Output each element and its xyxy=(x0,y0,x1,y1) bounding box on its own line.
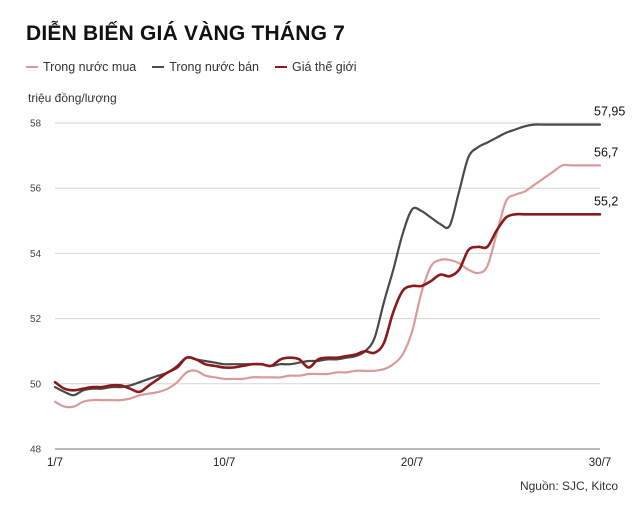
x-tick-label: 30/7 xyxy=(589,457,611,469)
series-line-domestic-buy xyxy=(53,163,602,409)
legend-item-domestic-sell: Trong nước bán xyxy=(152,60,259,74)
end-value-label-domestic-buy: 56,7 xyxy=(594,145,618,159)
series-line-world-price xyxy=(53,212,602,394)
legend-swatch-domestic-sell xyxy=(152,66,165,68)
legend-label-domestic-sell: Trong nước bán xyxy=(169,60,259,74)
legend-label-domestic-buy: Trong nước mua xyxy=(43,60,137,74)
y-axis-label: triệu đồng/lượng xyxy=(28,91,117,105)
y-tick-label: 58 xyxy=(30,119,42,130)
end-value-label-domestic-sell: 57,95 xyxy=(594,105,625,119)
y-tick-label: 54 xyxy=(30,249,42,260)
legend-swatch-world-price xyxy=(275,66,287,68)
legend: Trong nước mua Trong nước bán Giá thế gi… xyxy=(26,60,372,74)
x-tick-label: 20/7 xyxy=(401,457,423,469)
y-tick-label: 52 xyxy=(30,314,42,325)
y-tick-label: 48 xyxy=(30,445,42,456)
series-line-domestic-sell xyxy=(53,123,602,397)
y-tick-label: 50 xyxy=(30,379,42,390)
x-tick-label: 10/7 xyxy=(213,457,235,469)
legend-item-domestic-buy: Trong nước mua xyxy=(26,60,136,74)
legend-item-world-price: Giá thế giới xyxy=(275,60,356,74)
end-value-label-world-price: 55,2 xyxy=(594,194,618,208)
x-tick-label: 1/7 xyxy=(47,457,63,469)
legend-label-world-price: Giá thế giới xyxy=(292,60,357,74)
source-note: Nguồn: SJC, Kitco xyxy=(519,479,618,493)
chart-title: DIỄN BIẾN GIÁ VÀNG THÁNG 7 xyxy=(26,22,346,45)
y-tick-label: 56 xyxy=(30,184,42,195)
legend-swatch-domestic-buy xyxy=(26,66,38,68)
